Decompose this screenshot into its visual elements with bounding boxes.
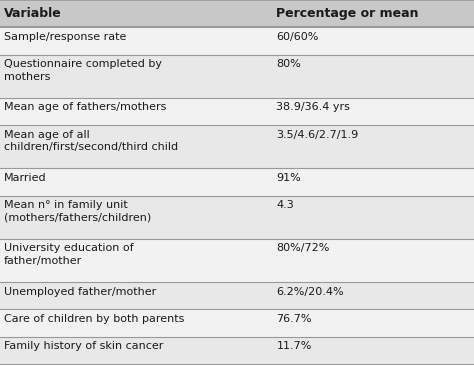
Text: Care of children by both parents: Care of children by both parents	[4, 314, 184, 324]
Bar	[0, 337, 474, 364]
Bar	[0, 125, 474, 168]
Text: Sample/response rate: Sample/response rate	[4, 32, 126, 42]
Text: 80%: 80%	[276, 59, 301, 69]
Text: Percentage or mean: Percentage or mean	[276, 7, 419, 20]
Text: Variable: Variable	[4, 7, 62, 20]
Text: University education of
father/mother: University education of father/mother	[4, 243, 133, 266]
Bar	[0, 98, 474, 125]
Bar	[0, 27, 474, 55]
Bar	[0, 0, 474, 27]
Text: 80%/72%: 80%/72%	[276, 243, 330, 253]
Bar	[0, 196, 474, 239]
Text: Mean n° in family unit
(mothers/fathers/children): Mean n° in family unit (mothers/fathers/…	[4, 200, 151, 223]
Text: Unemployed father/mother: Unemployed father/mother	[4, 287, 156, 296]
Text: 76.7%: 76.7%	[276, 314, 312, 324]
Text: 4.3: 4.3	[276, 200, 294, 210]
Bar	[0, 282, 474, 310]
Bar	[0, 310, 474, 337]
Text: 6.2%/20.4%: 6.2%/20.4%	[276, 287, 344, 296]
Bar	[0, 168, 474, 196]
Text: Married: Married	[4, 173, 46, 183]
Text: Questionnaire completed by
mothers: Questionnaire completed by mothers	[4, 59, 162, 82]
Bar	[0, 239, 474, 282]
Text: Mean age of all
children/first/second/third child: Mean age of all children/first/second/th…	[4, 130, 178, 152]
Text: 91%: 91%	[276, 173, 301, 183]
Text: Family history of skin cancer: Family history of skin cancer	[4, 341, 163, 351]
Text: Mean age of fathers/mothers: Mean age of fathers/mothers	[4, 102, 166, 112]
Text: 11.7%: 11.7%	[276, 341, 312, 351]
Text: 60/60%: 60/60%	[276, 32, 319, 42]
Bar	[0, 55, 474, 98]
Text: 3.5/4.6/2.7/1.9: 3.5/4.6/2.7/1.9	[276, 130, 359, 139]
Text: 38.9/36.4 yrs: 38.9/36.4 yrs	[276, 102, 350, 112]
